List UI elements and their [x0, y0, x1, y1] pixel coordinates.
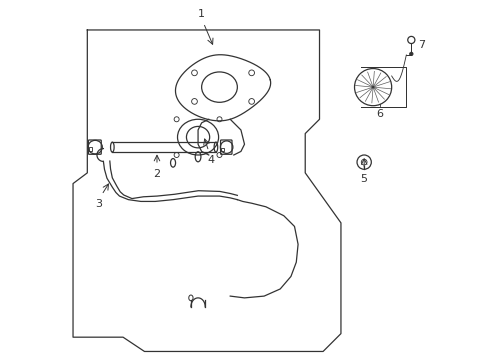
Text: 5: 5 [360, 174, 367, 184]
Text: 7: 7 [417, 40, 424, 50]
Text: 2: 2 [153, 169, 160, 179]
Text: 4: 4 [206, 155, 214, 165]
Circle shape [408, 52, 412, 56]
Bar [89, 147, 92, 152]
Bar [221, 148, 224, 152]
Text: 1: 1 [197, 9, 204, 18]
Text: 6: 6 [375, 109, 382, 119]
Text: 3: 3 [95, 199, 102, 208]
